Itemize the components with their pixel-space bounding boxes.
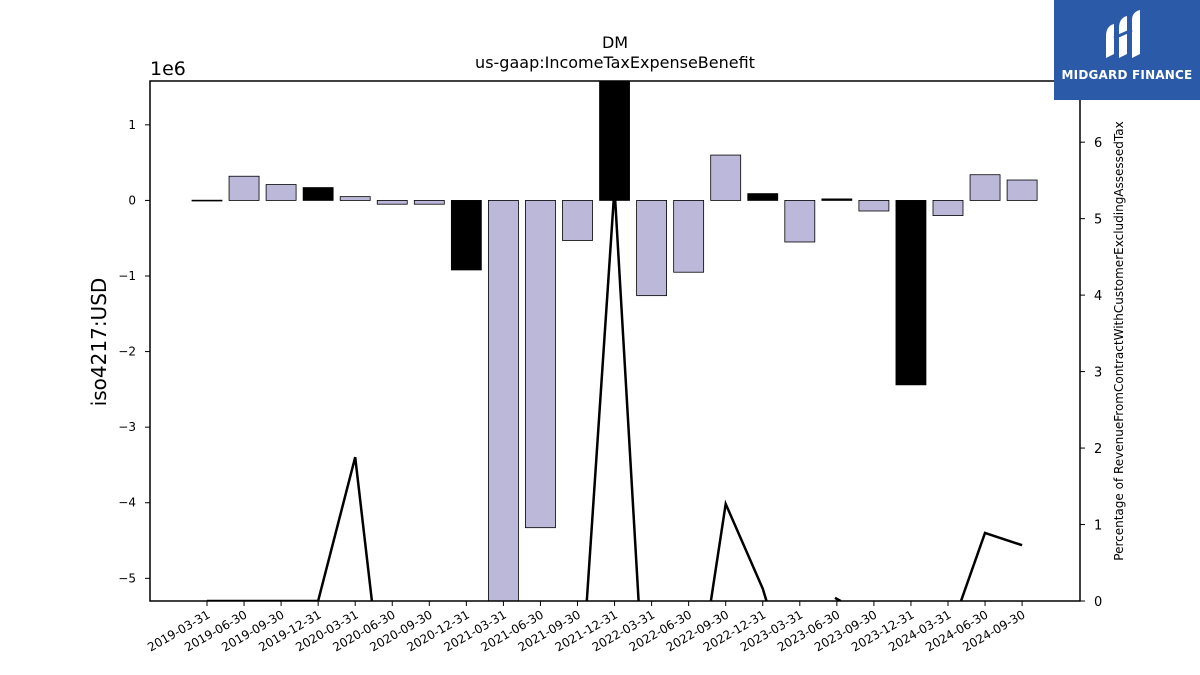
bar-2020-12-31 (450, 200, 482, 271)
y2-tick-label: 3 (1094, 366, 1102, 381)
plot-frame (149, 80, 1081, 602)
bar-2023-03-31 (784, 200, 816, 243)
y2-tick-label: 5 (1094, 213, 1102, 228)
bar-2022-06-30 (673, 200, 705, 273)
bar-2021-09-30 (562, 200, 593, 241)
bar-2019-06-30 (228, 175, 260, 201)
bar-2021-12-31 (599, 81, 630, 201)
y-tick-label: 0 (128, 193, 136, 207)
bar-2019-03-31 (191, 199, 223, 202)
bar-series (191, 81, 1038, 601)
y-tick-label: −4 (118, 496, 136, 510)
y-tick-label: −2 (118, 345, 136, 359)
y-tick-label: 1 (128, 118, 136, 132)
line-segment-0 (207, 456, 374, 601)
bar-2019-09-30 (265, 184, 297, 201)
x-axis: 2019-03-312019-06-302019-09-302019-12-31… (145, 601, 1028, 654)
chart-title: DM (602, 33, 628, 52)
y-tick-label: −3 (118, 420, 136, 434)
bar-2020-03-31 (339, 196, 371, 201)
bar-2019-12-31 (302, 187, 334, 201)
bar-2024-03-31 (932, 200, 964, 216)
bar-2024-06-30 (969, 174, 1001, 201)
bar-2023-06-30 (821, 198, 853, 201)
y2-tick-label: 4 (1094, 289, 1102, 304)
y-tick-label: −1 (118, 269, 136, 283)
bar-2023-09-30 (858, 200, 890, 212)
bar-2023-12-31 (895, 200, 927, 386)
line-segment-4 (959, 531, 1023, 601)
midgard-finance-logo: MIDGARD FINANCE (1054, 0, 1200, 100)
chart-subtitle: us-gaap:IncomeTaxExpenseBenefit (475, 53, 755, 72)
bar-2020-09-30 (413, 200, 445, 205)
y2-axis-label: Percentage of RevenueFromContractWithCus… (1112, 121, 1126, 560)
y2-tick-label: 0 (1094, 595, 1102, 610)
y2-tick-label: 6 (1094, 136, 1102, 151)
bar-2021-03-31 (487, 200, 519, 601)
y2-tick-label: 1 (1094, 519, 1102, 534)
y-tick-label: −5 (118, 571, 136, 585)
bar-2022-12-31 (747, 193, 779, 201)
midgard-logo-icon (1106, 10, 1140, 58)
bar-2022-03-31 (636, 200, 667, 297)
line-series (207, 188, 1023, 601)
y2-axis: 0 1 2 3 4 5 6 (1080, 136, 1102, 610)
y-exponent-label: 1e6 (150, 58, 186, 80)
y2-tick-label: 2 (1094, 442, 1102, 457)
y-axis: −5 −4 −3 −2 −1 0 1 (118, 118, 150, 585)
bar-2020-06-30 (376, 200, 408, 205)
bar-2021-06-30 (525, 200, 556, 529)
line-segment-1 (585, 188, 640, 601)
bar-2022-09-30 (710, 154, 742, 201)
y-axis-label: iso4217:USD (87, 278, 111, 407)
logo-text: MIDGARD FINANCE (1061, 68, 1193, 82)
bar-2024-09-30 (1006, 179, 1038, 201)
line-segment-2 (709, 499, 768, 601)
